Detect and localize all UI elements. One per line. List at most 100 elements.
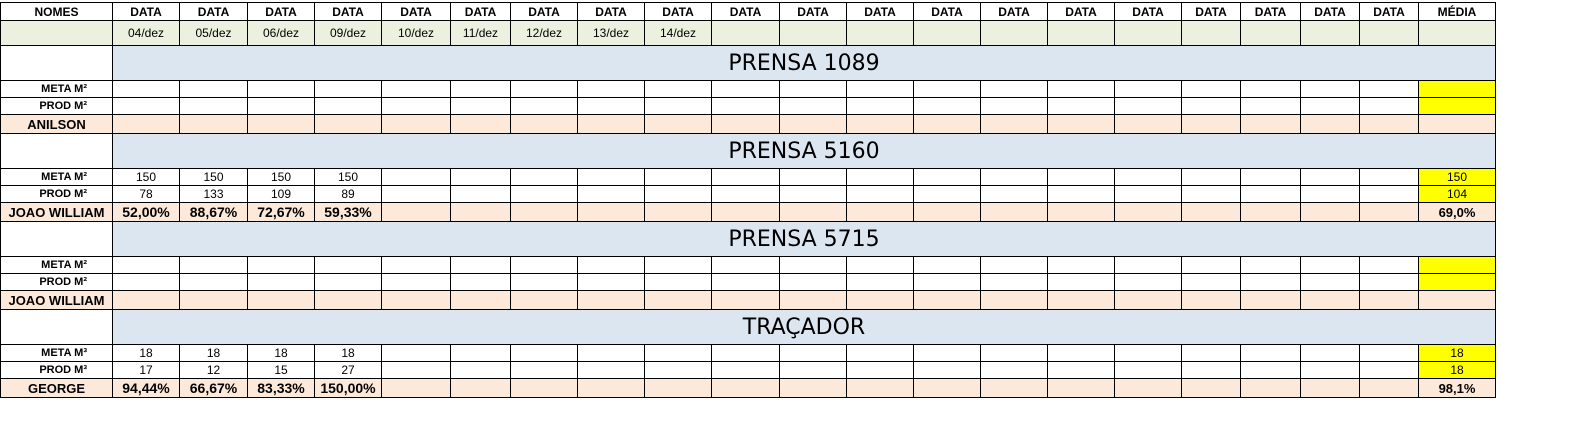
- percent-cell[interactable]: [450, 114, 511, 134]
- percent-cell[interactable]: [711, 378, 780, 398]
- value-cell[interactable]: [779, 273, 847, 291]
- percent-cell[interactable]: [179, 114, 248, 134]
- value-cell[interactable]: [1300, 256, 1360, 274]
- header-date-14[interactable]: DATA: [980, 2, 1048, 21]
- value-cell[interactable]: [1114, 361, 1182, 379]
- section-title[interactable]: TRAÇADOR: [112, 309, 1496, 345]
- value-cell[interactable]: 150: [247, 168, 315, 186]
- percent-cell[interactable]: [381, 114, 451, 134]
- value-cell[interactable]: [510, 361, 578, 379]
- value-cell[interactable]: [381, 185, 451, 203]
- value-cell[interactable]: [846, 185, 914, 203]
- percent-cell[interactable]: [1300, 290, 1360, 310]
- percent-cell[interactable]: [1240, 290, 1301, 310]
- value-cell[interactable]: [577, 185, 645, 203]
- percent-cell[interactable]: 72,67%: [247, 202, 315, 222]
- percent-cell[interactable]: [980, 378, 1048, 398]
- percent-cell[interactable]: [980, 114, 1048, 134]
- date-cell[interactable]: [1240, 20, 1301, 46]
- media-cell[interactable]: 18: [1418, 361, 1496, 379]
- value-cell[interactable]: [381, 168, 451, 186]
- value-cell[interactable]: [247, 273, 315, 291]
- value-cell[interactable]: [450, 80, 511, 98]
- row-label[interactable]: PROD M²: [0, 273, 113, 291]
- percent-cell[interactable]: [779, 378, 847, 398]
- percent-cell[interactable]: [1359, 202, 1419, 222]
- value-cell[interactable]: [1359, 185, 1419, 203]
- percent-cell[interactable]: 83,33%: [247, 378, 315, 398]
- operator-name[interactable]: JOAO WILLIAM: [0, 202, 113, 222]
- value-cell[interactable]: [1300, 168, 1360, 186]
- value-cell[interactable]: [1300, 80, 1360, 98]
- value-cell[interactable]: [644, 97, 712, 115]
- percent-cell[interactable]: [1114, 290, 1182, 310]
- value-cell[interactable]: 89: [314, 185, 382, 203]
- percent-cell[interactable]: [980, 202, 1048, 222]
- percent-cell[interactable]: [711, 202, 780, 222]
- value-cell[interactable]: [1047, 168, 1115, 186]
- percent-cell[interactable]: [179, 290, 248, 310]
- value-cell[interactable]: [314, 80, 382, 98]
- value-cell[interactable]: [1047, 97, 1115, 115]
- value-cell[interactable]: [980, 344, 1048, 362]
- percent-cell[interactable]: [1359, 378, 1419, 398]
- value-cell[interactable]: [1359, 361, 1419, 379]
- value-cell[interactable]: [450, 273, 511, 291]
- value-cell[interactable]: [1240, 273, 1301, 291]
- percent-cell[interactable]: [577, 202, 645, 222]
- section-blank-cell[interactable]: [0, 309, 113, 345]
- media-cell[interactable]: [1418, 80, 1496, 98]
- value-cell[interactable]: [577, 344, 645, 362]
- value-cell[interactable]: [644, 185, 712, 203]
- date-cell[interactable]: 11/dez: [450, 20, 511, 46]
- value-cell[interactable]: [980, 97, 1048, 115]
- operator-media-cell[interactable]: 69,0%: [1418, 202, 1496, 222]
- media-cell[interactable]: 104: [1418, 185, 1496, 203]
- value-cell[interactable]: [913, 361, 981, 379]
- media-cell[interactable]: [1418, 256, 1496, 274]
- value-cell[interactable]: [1114, 97, 1182, 115]
- value-cell[interactable]: [711, 273, 780, 291]
- operator-media-cell[interactable]: 98,1%: [1418, 378, 1496, 398]
- value-cell[interactable]: [1240, 361, 1301, 379]
- value-cell[interactable]: [1114, 168, 1182, 186]
- value-cell[interactable]: [179, 273, 248, 291]
- value-cell[interactable]: [1359, 80, 1419, 98]
- percent-cell[interactable]: [644, 290, 712, 310]
- percent-cell[interactable]: [112, 114, 180, 134]
- operator-name[interactable]: GEORGE: [0, 378, 113, 398]
- value-cell[interactable]: [913, 80, 981, 98]
- row-label[interactable]: PROD M³: [0, 361, 113, 379]
- header-date-10[interactable]: DATA: [711, 2, 780, 21]
- value-cell[interactable]: [450, 97, 511, 115]
- value-cell[interactable]: [1240, 344, 1301, 362]
- section-blank-cell[interactable]: [0, 45, 113, 81]
- value-cell[interactable]: [779, 168, 847, 186]
- value-cell[interactable]: [577, 97, 645, 115]
- value-cell[interactable]: [711, 80, 780, 98]
- value-cell[interactable]: [1181, 273, 1241, 291]
- date-media-cell[interactable]: [1418, 20, 1496, 46]
- value-cell[interactable]: [1181, 185, 1241, 203]
- value-cell[interactable]: [913, 185, 981, 203]
- value-cell[interactable]: [846, 361, 914, 379]
- operator-media-cell[interactable]: [1418, 290, 1496, 310]
- value-cell[interactable]: [1240, 80, 1301, 98]
- percent-cell[interactable]: [510, 202, 578, 222]
- section-title[interactable]: PRENSA 5715: [112, 221, 1496, 257]
- percent-cell[interactable]: 150,00%: [314, 378, 382, 398]
- section-blank-cell[interactable]: [0, 133, 113, 169]
- value-cell[interactable]: [980, 168, 1048, 186]
- value-cell[interactable]: [247, 256, 315, 274]
- row-label[interactable]: META M²: [0, 168, 113, 186]
- value-cell[interactable]: [1300, 361, 1360, 379]
- value-cell[interactable]: [1114, 344, 1182, 362]
- value-cell[interactable]: [381, 80, 451, 98]
- value-cell[interactable]: [112, 97, 180, 115]
- value-cell[interactable]: [1359, 168, 1419, 186]
- value-cell[interactable]: [510, 80, 578, 98]
- date-cell[interactable]: [779, 20, 847, 46]
- value-cell[interactable]: [1300, 97, 1360, 115]
- value-cell[interactable]: 17: [112, 361, 180, 379]
- header-date-1[interactable]: DATA: [112, 2, 180, 21]
